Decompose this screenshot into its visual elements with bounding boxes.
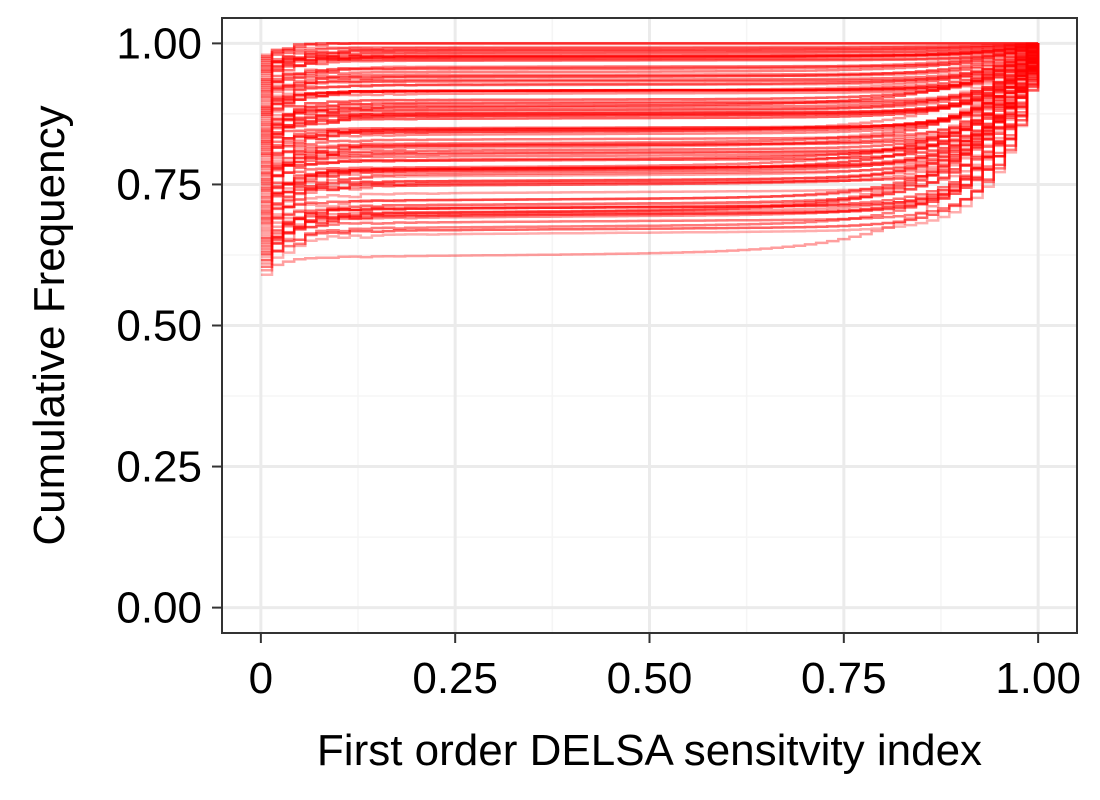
series-line: [260, 42, 1040, 56]
series-line: [260, 43, 1040, 172]
series-line: [260, 43, 1040, 262]
series-line: [260, 43, 1040, 109]
series-line: [260, 42, 1039, 58]
y-tick-label: 1.00: [116, 19, 202, 68]
series-line: [260, 43, 1040, 68]
x-tick-label: 0.75: [801, 654, 887, 703]
series-line: [260, 43, 1040, 97]
series-line: [260, 43, 1040, 242]
y-tick-label: 0.00: [116, 584, 202, 633]
series-line: [260, 42, 1040, 60]
y-tick-label: 0.75: [116, 160, 202, 209]
axis-ticks: 0.00 0.25 0.50 0.75 1.00 0 0.25 0.50 0.75 1.00: [116, 19, 1081, 703]
series-line: [260, 43, 1040, 143]
series-line: [260, 43, 1040, 117]
x-tick-label: 0.50: [607, 654, 693, 703]
series-line: [260, 43, 1040, 197]
series-line: [260, 43, 1040, 194]
y-tick-label: 0.25: [116, 443, 202, 492]
series-line: [260, 43, 1040, 175]
series-line: [260, 43, 1040, 131]
series-line: [260, 43, 1040, 181]
series-line: [260, 43, 1040, 245]
series-line: [260, 43, 1040, 125]
series-line: [260, 43, 1040, 66]
series-line: [260, 43, 1040, 89]
series-line: [260, 43, 1040, 107]
series-line: [260, 43, 1040, 87]
x-tick-label: 0: [249, 654, 273, 703]
series-line: [260, 43, 1040, 206]
y-axis-title: Cumulative Frequency: [25, 105, 74, 545]
series-line: [260, 43, 1040, 162]
series-line: [260, 43, 1040, 235]
x-tick-label: 0.25: [412, 654, 498, 703]
series-line: [260, 43, 1040, 188]
series-line: [260, 43, 1040, 127]
series-line: [260, 43, 1040, 93]
series-line: [260, 43, 1040, 64]
series-line: [260, 43, 1040, 170]
series-line: [260, 43, 1040, 121]
series-line: [260, 43, 1040, 137]
series-line: [260, 43, 1040, 75]
series-line: [260, 43, 1040, 204]
series-line: [260, 43, 1040, 177]
series-line: [260, 43, 1040, 183]
series-lines: [260, 42, 1040, 276]
series-line: [260, 43, 1040, 103]
x-axis-title: First order DELSA sensitvity index: [317, 726, 982, 775]
series-line: [260, 43, 1040, 232]
x-tick-label: 1.00: [995, 654, 1081, 703]
series-line: [260, 43, 1040, 215]
series-line: [260, 43, 1040, 158]
series-line: [260, 43, 1040, 70]
series-line: [260, 43, 1040, 179]
series-line: [260, 43, 1040, 85]
series-line: [260, 43, 1040, 225]
series-line: [260, 43, 1040, 101]
series-line: [260, 43, 1040, 164]
series-line: [260, 43, 1040, 276]
y-tick-label: 0.50: [116, 302, 202, 351]
series-line: [260, 43, 1040, 248]
series-line: [260, 43, 1040, 253]
series-line: [260, 43, 1040, 105]
